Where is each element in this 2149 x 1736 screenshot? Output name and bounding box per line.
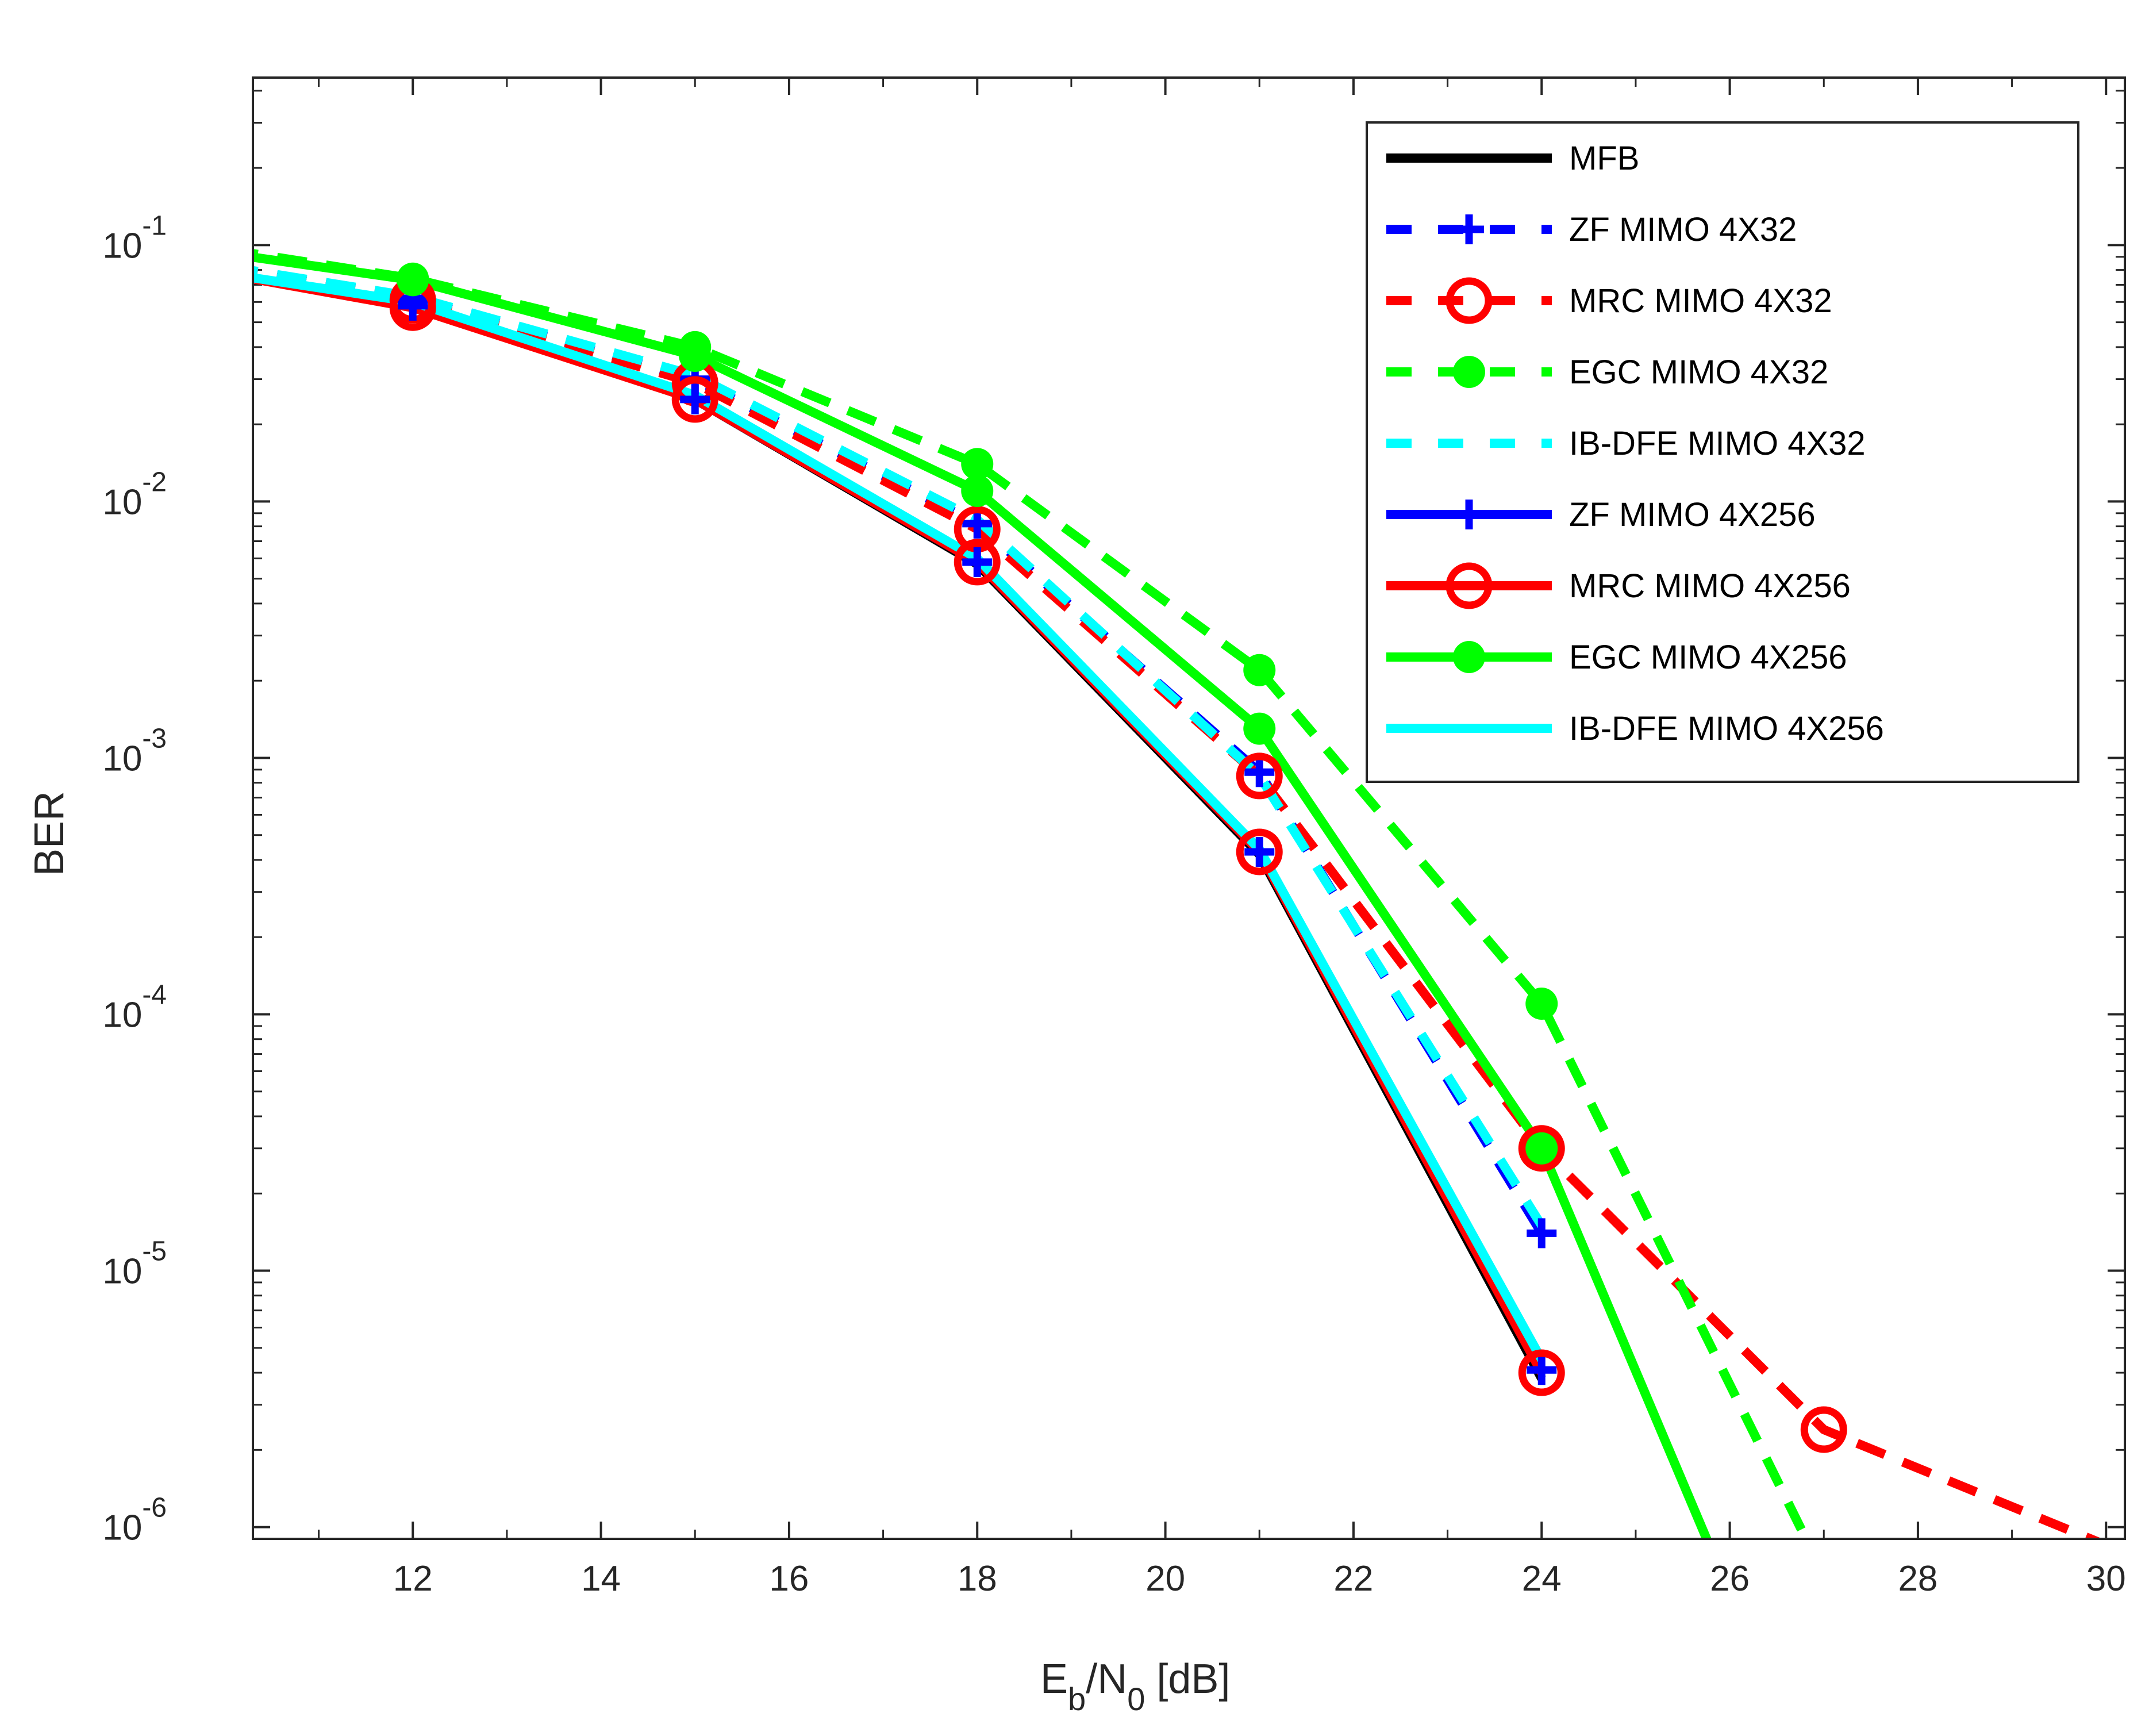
data-point (961, 474, 994, 507)
data-point (1525, 988, 1558, 1020)
data-point (1518, 1349, 1565, 1396)
data-point (679, 339, 712, 372)
y-tick-label: 10-6 (102, 1493, 167, 1548)
x-tick-label: 12 (393, 1559, 433, 1599)
y-tick-label: 10-3 (102, 723, 167, 778)
legend: MFB ZF MIMO 4X32 MRC MIMO 4X32 EGC MIMO 4X3… (1366, 121, 2079, 783)
legend-item: ZF MIMO 4X32 (1386, 211, 1797, 248)
data-point (1527, 1218, 1557, 1249)
legend-label: MFB (1569, 140, 1639, 177)
series-line (253, 273, 1546, 1362)
legend-item: EGC MIMO 4X32 (1386, 354, 1828, 391)
x-tick-label: 28 (1898, 1559, 1937, 1599)
plot-frame (252, 76, 2126, 1540)
data-point (680, 384, 710, 414)
data-point (1243, 712, 1276, 745)
series-layer (253, 249, 2103, 1539)
data-point (962, 508, 993, 539)
data-point (1236, 752, 1283, 800)
data-point (1244, 836, 1275, 867)
legend-item: IB-DFE MIMO 4X256 (1386, 710, 1884, 747)
y-tick-label: 10-2 (102, 467, 167, 522)
axis-ticks (253, 78, 2125, 1540)
legend-label: MRC MIMO 4X256 (1569, 567, 1851, 605)
x-tick-label: 16 (769, 1559, 809, 1599)
legend-item: EGC MIMO 4X256 (1386, 639, 1847, 676)
legend-marker (1446, 277, 1493, 324)
data-point (1518, 1125, 1565, 1172)
legend-item: IB-DFE MIMO 4X32 (1386, 425, 1866, 462)
legend-label: IB-DFE MIMO 4X256 (1569, 710, 1884, 747)
legend-item: MRC MIMO 4X32 (1386, 277, 1832, 324)
legend-marker (1454, 500, 1484, 529)
x-label-tail: [dB] (1145, 1656, 1230, 1702)
tick-labels: 12 14 16 18 20 22 24 26 28 30 10-1 10-2 10-3 10-4 10-5… (102, 210, 2125, 1599)
legend-marker (1453, 356, 1485, 388)
data-point (397, 264, 429, 297)
x-tick-label: 26 (1710, 1559, 1750, 1599)
x-label-sub1: b (1068, 1681, 1086, 1717)
legend-marker (1454, 214, 1484, 244)
legend-label: IB-DFE MIMO 4X32 (1569, 425, 1866, 462)
legend-item: MRC MIMO 4X256 (1386, 562, 1851, 609)
data-point (954, 539, 1001, 586)
x-tick-label: 22 (1333, 1559, 1373, 1599)
legend-marker (1453, 641, 1485, 673)
x-label-sub2: 0 (1127, 1681, 1145, 1717)
legend-box (1366, 121, 2079, 783)
x-tick-label: 18 (958, 1559, 997, 1599)
data-point (1525, 1132, 1558, 1165)
series-ib-dfe-mimo-4x256 (253, 273, 1546, 1362)
data-point (1800, 1406, 1847, 1453)
legend-label: ZF MIMO 4X32 (1569, 211, 1797, 248)
x-tick-label: 20 (1145, 1559, 1185, 1599)
legend-label: EGC MIMO 4X256 (1569, 639, 1847, 676)
data-point (1236, 828, 1283, 875)
x-label-mid: /N (1086, 1656, 1127, 1702)
legend-item: ZF MIMO 4X256 (1386, 496, 1816, 533)
y-tick-label: 10-4 (102, 980, 167, 1035)
data-point (961, 448, 994, 481)
legend-label: EGC MIMO 4X32 (1569, 354, 1828, 391)
data-point (1527, 1355, 1557, 1385)
y-axis-label: BER (26, 791, 72, 876)
legend-label: ZF MIMO 4X256 (1569, 496, 1816, 533)
legend-marker (1446, 562, 1493, 609)
y-tick-label: 10-1 (102, 210, 167, 266)
y-tick-label: 10-5 (102, 1236, 167, 1292)
data-point (671, 376, 718, 423)
x-tick-label: 30 (2086, 1559, 2126, 1599)
data-point (1243, 654, 1276, 686)
data-point (962, 547, 993, 577)
legend-label: MRC MIMO 4X32 (1569, 282, 1832, 320)
x-tick-label: 24 (1522, 1559, 1562, 1599)
x-tick-label: 14 (581, 1559, 621, 1599)
x-axis-label: Eb/N0 [dB] (1040, 1656, 1230, 1717)
data-point (1244, 757, 1275, 788)
legend-item: MFB (1386, 140, 1639, 177)
x-label-main: E (1040, 1656, 1068, 1702)
